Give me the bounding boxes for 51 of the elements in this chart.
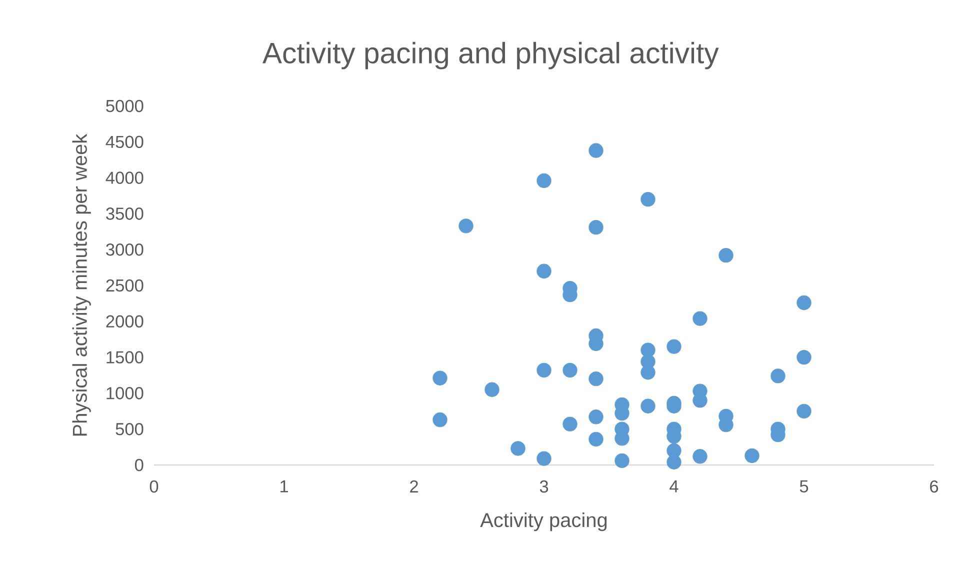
point bbox=[588, 220, 604, 235]
point bbox=[796, 350, 812, 365]
x-tick-label: 6 bbox=[930, 480, 938, 493]
x-tick-label: 0 bbox=[150, 480, 158, 493]
point bbox=[588, 143, 604, 158]
chart-title: Activity pacing and physical activity bbox=[262, 42, 719, 70]
point bbox=[588, 432, 604, 446]
point bbox=[458, 218, 474, 234]
y-tick-label: 0 bbox=[134, 458, 144, 472]
point bbox=[536, 264, 552, 278]
point bbox=[770, 368, 786, 384]
point bbox=[510, 441, 526, 456]
y-tick-label: 1000 bbox=[106, 387, 144, 400]
point bbox=[562, 416, 578, 432]
y-tick-label: 3000 bbox=[106, 243, 144, 256]
y-tick-label: 1500 bbox=[106, 351, 144, 364]
point bbox=[432, 370, 448, 386]
y-tick-label: 2000 bbox=[106, 315, 144, 328]
point bbox=[614, 453, 630, 468]
point bbox=[666, 454, 682, 470]
point bbox=[432, 412, 448, 428]
point bbox=[588, 372, 604, 386]
x-axis-title: Activity pacing bbox=[480, 512, 607, 532]
point bbox=[588, 410, 604, 424]
y-tick-label: 3500 bbox=[106, 208, 144, 220]
y-tick-label: 2500 bbox=[106, 279, 144, 292]
point bbox=[666, 339, 682, 354]
point bbox=[640, 365, 656, 380]
point bbox=[640, 192, 656, 207]
point bbox=[562, 362, 578, 378]
y-axis-title: Physical activity minutes per week bbox=[72, 134, 91, 436]
y-tick-label: 500 bbox=[116, 422, 144, 436]
x-tick-label: 4 bbox=[670, 480, 678, 492]
point bbox=[536, 362, 552, 378]
point bbox=[796, 295, 812, 310]
point bbox=[718, 248, 734, 263]
point bbox=[536, 451, 552, 466]
point bbox=[692, 311, 708, 326]
point bbox=[744, 448, 760, 463]
point bbox=[484, 382, 500, 397]
y-tick-label: 4000 bbox=[106, 172, 144, 184]
y-tick-label: 4500 bbox=[106, 136, 144, 148]
y-tick-label: 5000 bbox=[106, 100, 144, 112]
x-tick-label: 1 bbox=[280, 480, 288, 492]
point bbox=[692, 449, 708, 464]
x-tick-label: 5 bbox=[800, 480, 808, 492]
x-tick-label: 2 bbox=[410, 480, 418, 492]
x-tick-label: 3 bbox=[540, 480, 548, 493]
point bbox=[536, 173, 552, 188]
point bbox=[640, 398, 656, 414]
point bbox=[796, 404, 812, 418]
